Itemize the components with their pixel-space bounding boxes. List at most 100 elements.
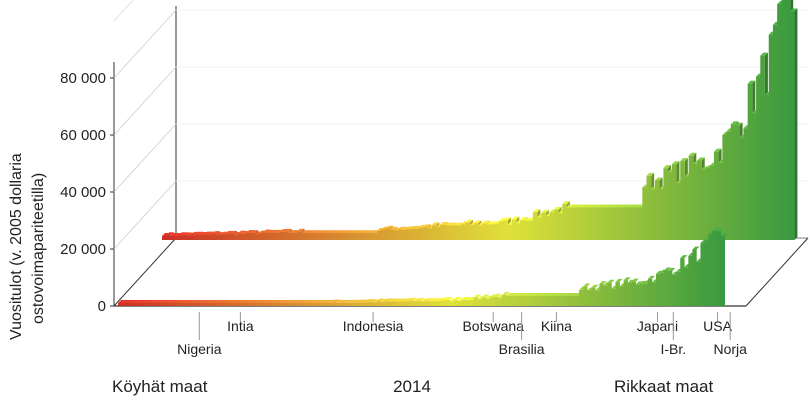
bar-front (198, 303, 204, 306)
bar-front (295, 303, 301, 306)
bar-2014 (566, 207, 572, 240)
bar-top (279, 228, 288, 232)
bar-front (380, 302, 386, 306)
bar-2014 (187, 235, 192, 240)
bar-2014 (233, 235, 239, 240)
bar-2014 (785, 0, 791, 240)
bar-top (570, 204, 579, 208)
bar-front-top (251, 300, 259, 303)
y-tick-label: 60 000 (60, 127, 106, 144)
bar-2014 (654, 180, 660, 240)
bar-front (708, 233, 713, 306)
bar-front (138, 303, 143, 306)
bar-front-top (118, 300, 126, 303)
bar-2014 (271, 232, 277, 240)
bar-top (473, 220, 482, 224)
bar-2014 (368, 233, 374, 240)
right-floor-edge (745, 237, 809, 307)
bar-front-top (514, 293, 522, 297)
bar-2014 (583, 207, 588, 240)
bar-2014 (216, 235, 222, 240)
bar-top (444, 222, 452, 226)
bar-2014 (663, 168, 668, 240)
bar-front-top (635, 281, 643, 285)
bar-front-top (384, 298, 393, 302)
bar-front-top (267, 300, 275, 303)
bar-front (190, 303, 196, 306)
bar-front-top (599, 280, 607, 284)
bar-front-top (639, 281, 647, 285)
bar-front (126, 303, 131, 306)
bar-2014 (642, 187, 647, 240)
bar-top (351, 230, 360, 234)
bar-2014 (490, 224, 496, 240)
bar-2014 (621, 207, 626, 240)
bar-2014 (604, 207, 610, 240)
bar-top (271, 229, 280, 233)
bar-front-top (130, 300, 138, 303)
bar-front (668, 270, 673, 306)
bar-front-top (668, 267, 676, 271)
country-label: Norja (713, 341, 747, 357)
bar-front-top (142, 300, 150, 303)
bar-front (166, 303, 171, 306)
bar-2014 (515, 223, 521, 240)
bar-front-top (534, 293, 542, 297)
bar-2014 (178, 235, 184, 240)
poor-countries-label: Köyhät maat (112, 377, 208, 396)
bar-2014 (617, 207, 622, 240)
bar-front (688, 255, 693, 306)
bar-2014 (296, 231, 302, 240)
bar-2014 (503, 220, 508, 240)
bar-front (279, 303, 285, 306)
bar-front (514, 296, 519, 306)
bar-2014 (166, 235, 171, 240)
bar-front-top (526, 293, 534, 297)
bar-front (692, 249, 697, 306)
bar-front (275, 303, 281, 306)
bar-front-top (401, 298, 409, 302)
bar-front (170, 303, 175, 306)
bar-front (283, 303, 289, 306)
bar-front-top (344, 299, 352, 303)
bar-front (449, 301, 455, 306)
bar-2014 (659, 189, 664, 240)
bar-top (747, 80, 756, 84)
bar-2014 (410, 228, 416, 240)
bar-top (663, 165, 671, 169)
bar-front-top (308, 300, 316, 303)
bar-top (654, 177, 663, 181)
bar-front (364, 302, 370, 306)
bar-2014 (317, 233, 323, 240)
bar-top (760, 52, 768, 56)
bar-2014 (777, 4, 782, 240)
bar-front (534, 296, 539, 306)
bar-front-top (502, 291, 510, 295)
bar-2014 (486, 224, 492, 240)
bar-2014 (751, 113, 757, 240)
year-label: 2014 (393, 377, 431, 396)
bar-front-top (332, 299, 340, 303)
bar-2014 (545, 216, 551, 240)
bar-front-top (510, 293, 518, 297)
bar-top (216, 232, 225, 236)
bar-front-top (279, 300, 288, 303)
bar-front (696, 261, 701, 306)
bar-front-top (433, 298, 441, 302)
bar-front-top (368, 299, 376, 303)
bar-front-top (591, 284, 599, 288)
bar-front (716, 231, 721, 306)
bar-front-top (530, 293, 538, 297)
bar-front (308, 303, 313, 306)
bar-front-top (316, 300, 324, 303)
bar-front (623, 280, 628, 306)
bar-front-top (518, 293, 526, 297)
bar-front (575, 296, 580, 306)
bar-2014 (688, 155, 694, 240)
bar-front (518, 296, 523, 306)
bar-front-top (271, 300, 279, 303)
grid-diagonal (113, 123, 177, 193)
country-annotations: Nigeria Intia Indonesia Botswana Brasilia Kii… (177, 312, 747, 357)
bar-top (267, 229, 275, 233)
bars-2014-back-row (162, 0, 798, 241)
